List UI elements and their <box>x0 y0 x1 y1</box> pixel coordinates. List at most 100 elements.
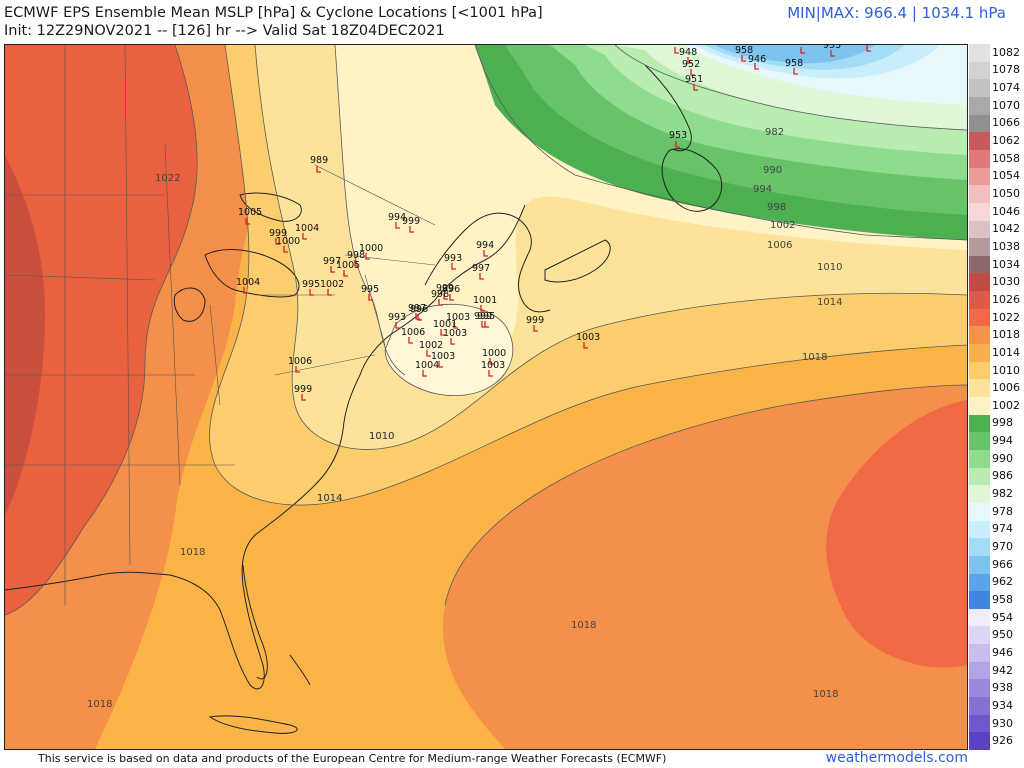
cyclone-pressure: 1003 <box>443 328 467 339</box>
cyclone-pressure: 995 <box>302 279 320 290</box>
cyclone-marker: 1005 <box>336 260 360 277</box>
colorbar-label: 970 <box>992 540 1013 554</box>
cyclone-pressure: 1002 <box>419 340 443 351</box>
cyclone-pressure: 946 <box>748 54 766 65</box>
cyclone-marker: 953 <box>669 130 687 148</box>
cyclone-pressure: 952 <box>682 59 700 70</box>
colorbar-swatch <box>969 238 990 257</box>
colorbar-swatch <box>969 291 990 310</box>
cyclone-marker: 1001 <box>473 295 497 312</box>
cyclone-pressure: 1001 <box>433 319 457 330</box>
field-1022-west <box>5 45 198 615</box>
cyclone-pressure: 995 <box>477 311 495 322</box>
cyclone-pressure: 994 <box>388 212 406 223</box>
nova-scotia <box>544 239 611 283</box>
colorbar-label: 934 <box>992 698 1013 712</box>
min-max-readout: MIN|MAX: 966.4 | 1034.1 hPa <box>787 4 1006 22</box>
attribution-text: This service is based on data and produc… <box>38 752 667 765</box>
cyclone-pressure: 1004 <box>295 223 319 234</box>
cyclone-pressure: 998 <box>431 289 449 300</box>
colorbar-label: 1038 <box>992 239 1020 253</box>
isobar-label: 1010 <box>369 431 394 442</box>
cyclone-pressure: 999 <box>474 311 492 322</box>
colorbar-swatch <box>969 167 990 186</box>
cyclone-locations: 954 948 952 951 958 946 962 953 958 957 … <box>236 45 871 401</box>
cyclone-pressure: 989 <box>310 155 328 166</box>
cyclone-pressure: 1006 <box>288 356 312 367</box>
colorbar-swatch <box>969 555 990 574</box>
colorbar-swatch <box>969 626 990 645</box>
cyclone-marker: 999 <box>402 216 420 233</box>
colorbar-label: 1054 <box>992 169 1020 183</box>
cyclone-pressure: 997 <box>323 256 341 267</box>
cyclone-pressure: 1003 <box>576 332 600 343</box>
isobar-label: 1014 <box>317 493 342 504</box>
us-east-coast <box>5 204 526 690</box>
cyclone-marker: 951 <box>685 74 703 91</box>
cyclone-marker: 1004 <box>236 277 260 294</box>
cyclone-pressure: 958 <box>735 45 753 56</box>
title-line-1: ECMWF EPS Ensemble Mean MSLP [hPa] & Cyc… <box>4 5 543 21</box>
cyclone-marker: 995 <box>302 279 320 296</box>
isobar-label: 1014 <box>817 297 842 308</box>
field-1026-west <box>5 155 45 515</box>
cyclone-marker: 999 <box>294 384 312 401</box>
cuba <box>208 715 298 734</box>
cyclone-marker: 1000 <box>276 236 300 253</box>
state-borders <box>5 45 436 605</box>
cyclone-marker: 995 <box>361 284 379 301</box>
cyclone-marker: 997 <box>408 303 426 320</box>
cyclone-pressure: 1000 <box>276 236 300 247</box>
isobar-label: 1010 <box>817 262 842 273</box>
isobar-label: 982 <box>765 127 784 138</box>
title-line-2: Init: 12Z29NOV2021 -- [126] hr --> Valid… <box>4 23 445 39</box>
colorbar-label: 998 <box>992 416 1013 430</box>
cyclone-marker: 1003 <box>443 328 467 345</box>
cyclone-pressure: 1003 <box>431 351 455 362</box>
colorbar-swatch <box>969 573 990 592</box>
cyclone-pressure: 962 <box>792 45 810 47</box>
colorbar-label: 1042 <box>992 222 1020 236</box>
coastlines <box>5 64 723 734</box>
cyclone-marker: 997 <box>323 256 341 273</box>
colorbar-swatch <box>969 697 990 716</box>
colorbar-swatch <box>969 449 990 469</box>
colorbar-label: 1030 <box>992 275 1020 289</box>
colorbar-swatch <box>969 379 990 398</box>
colorbar-label: 1078 <box>992 63 1020 77</box>
colorbar-label: 1014 <box>992 345 1020 359</box>
cyclone-marker: 1003 <box>481 360 505 377</box>
florida-peninsula <box>242 564 268 680</box>
isobar-label: 990 <box>763 165 782 176</box>
brand-link[interactable]: weathermodels.com <box>825 750 968 766</box>
cyclone-marker: 997 <box>472 263 490 280</box>
cyclone-marker: 1006 <box>288 356 312 373</box>
colorbar-swatch <box>969 255 990 274</box>
colorbar-swatch <box>969 538 990 557</box>
cyclone-pressure: 1002 <box>320 279 344 290</box>
isobar-lines <box>5 45 967 616</box>
map-svg: 1022 1018 1014 1010 1006 1002 998 994 99… <box>5 45 967 749</box>
cyclone-marker: 998 <box>347 250 365 267</box>
cyclone-marker: 999 <box>474 311 492 328</box>
cyclone-marker: 996 <box>442 284 460 301</box>
cyclone-marker: 953 <box>823 45 841 57</box>
cyclone-pressure: 999 <box>294 384 312 395</box>
colorbar-label: 950 <box>992 628 1013 642</box>
cyclone-marker: 958 <box>735 45 753 62</box>
colorbar-label: 1074 <box>992 81 1020 95</box>
isobar-label: 1018 <box>180 547 205 558</box>
isobar-label: 1006 <box>767 240 792 251</box>
colorbar-label: 982 <box>992 487 1013 501</box>
colorbar-label: 1034 <box>992 257 1020 271</box>
cyclone-marker: 1002 <box>419 340 443 357</box>
cyclone-marker: 999 <box>436 283 454 300</box>
isobar-label: 994 <box>753 184 772 195</box>
field-966 <box>705 45 875 64</box>
isobar-label-group: 1022 1018 1014 1010 1006 1002 998 994 99… <box>87 127 842 710</box>
cyclone-marker: 999 <box>269 228 287 245</box>
cyclone-marker: 957 <box>866 45 871 52</box>
colorbar-swatch <box>969 273 990 292</box>
colorbar-swatch <box>969 661 990 680</box>
cyclone-marker: 996 <box>410 304 428 321</box>
